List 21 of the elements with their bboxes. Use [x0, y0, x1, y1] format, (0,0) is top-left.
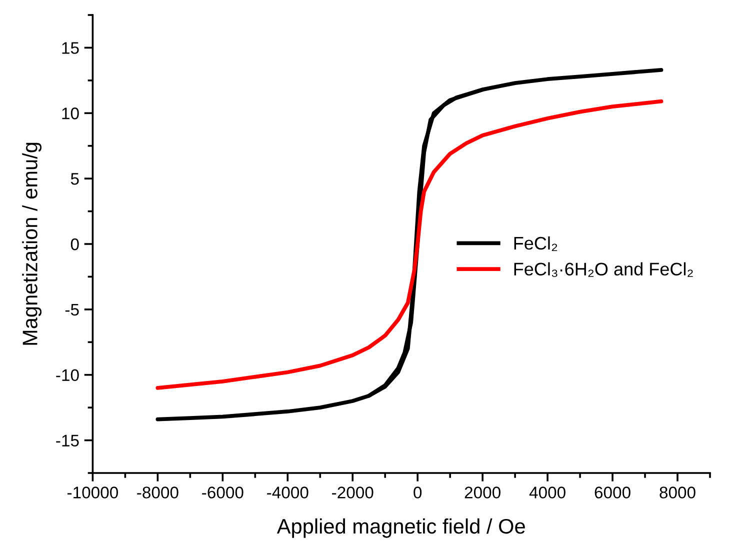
- x-tick-label: -6000: [202, 486, 244, 498]
- x-tick-label: -10000: [67, 486, 118, 498]
- y-tick-label: 5: [70, 173, 79, 185]
- x-tick-label: 4000: [529, 486, 566, 498]
- legend-label: FeCl₃·6H₂O and FeCl₂: [514, 262, 693, 277]
- y-tick-label: -15: [56, 434, 79, 446]
- x-tick-label: -2000: [332, 486, 374, 498]
- x-axis-title: Applied magnetic field / Oe: [276, 518, 525, 538]
- y-tick-label: 15: [62, 42, 79, 54]
- y-tick-label: -5: [65, 304, 79, 316]
- x-tick-label: -8000: [137, 486, 178, 498]
- x-tick-label: 2000: [464, 486, 500, 498]
- y-tick-label: 10: [62, 108, 79, 120]
- y-axis-title: Magnetization / emu/g: [22, 142, 42, 345]
- y-tick-label: -10: [56, 369, 79, 382]
- x-tick-label: -4000: [267, 486, 308, 498]
- x-tick-label: 8000: [660, 486, 696, 498]
- y-tick-label: 0: [70, 238, 79, 250]
- legend-label: FeCl₂: [514, 236, 558, 252]
- x-tick-label: 6000: [594, 486, 630, 498]
- x-tick-label: 0: [414, 486, 422, 498]
